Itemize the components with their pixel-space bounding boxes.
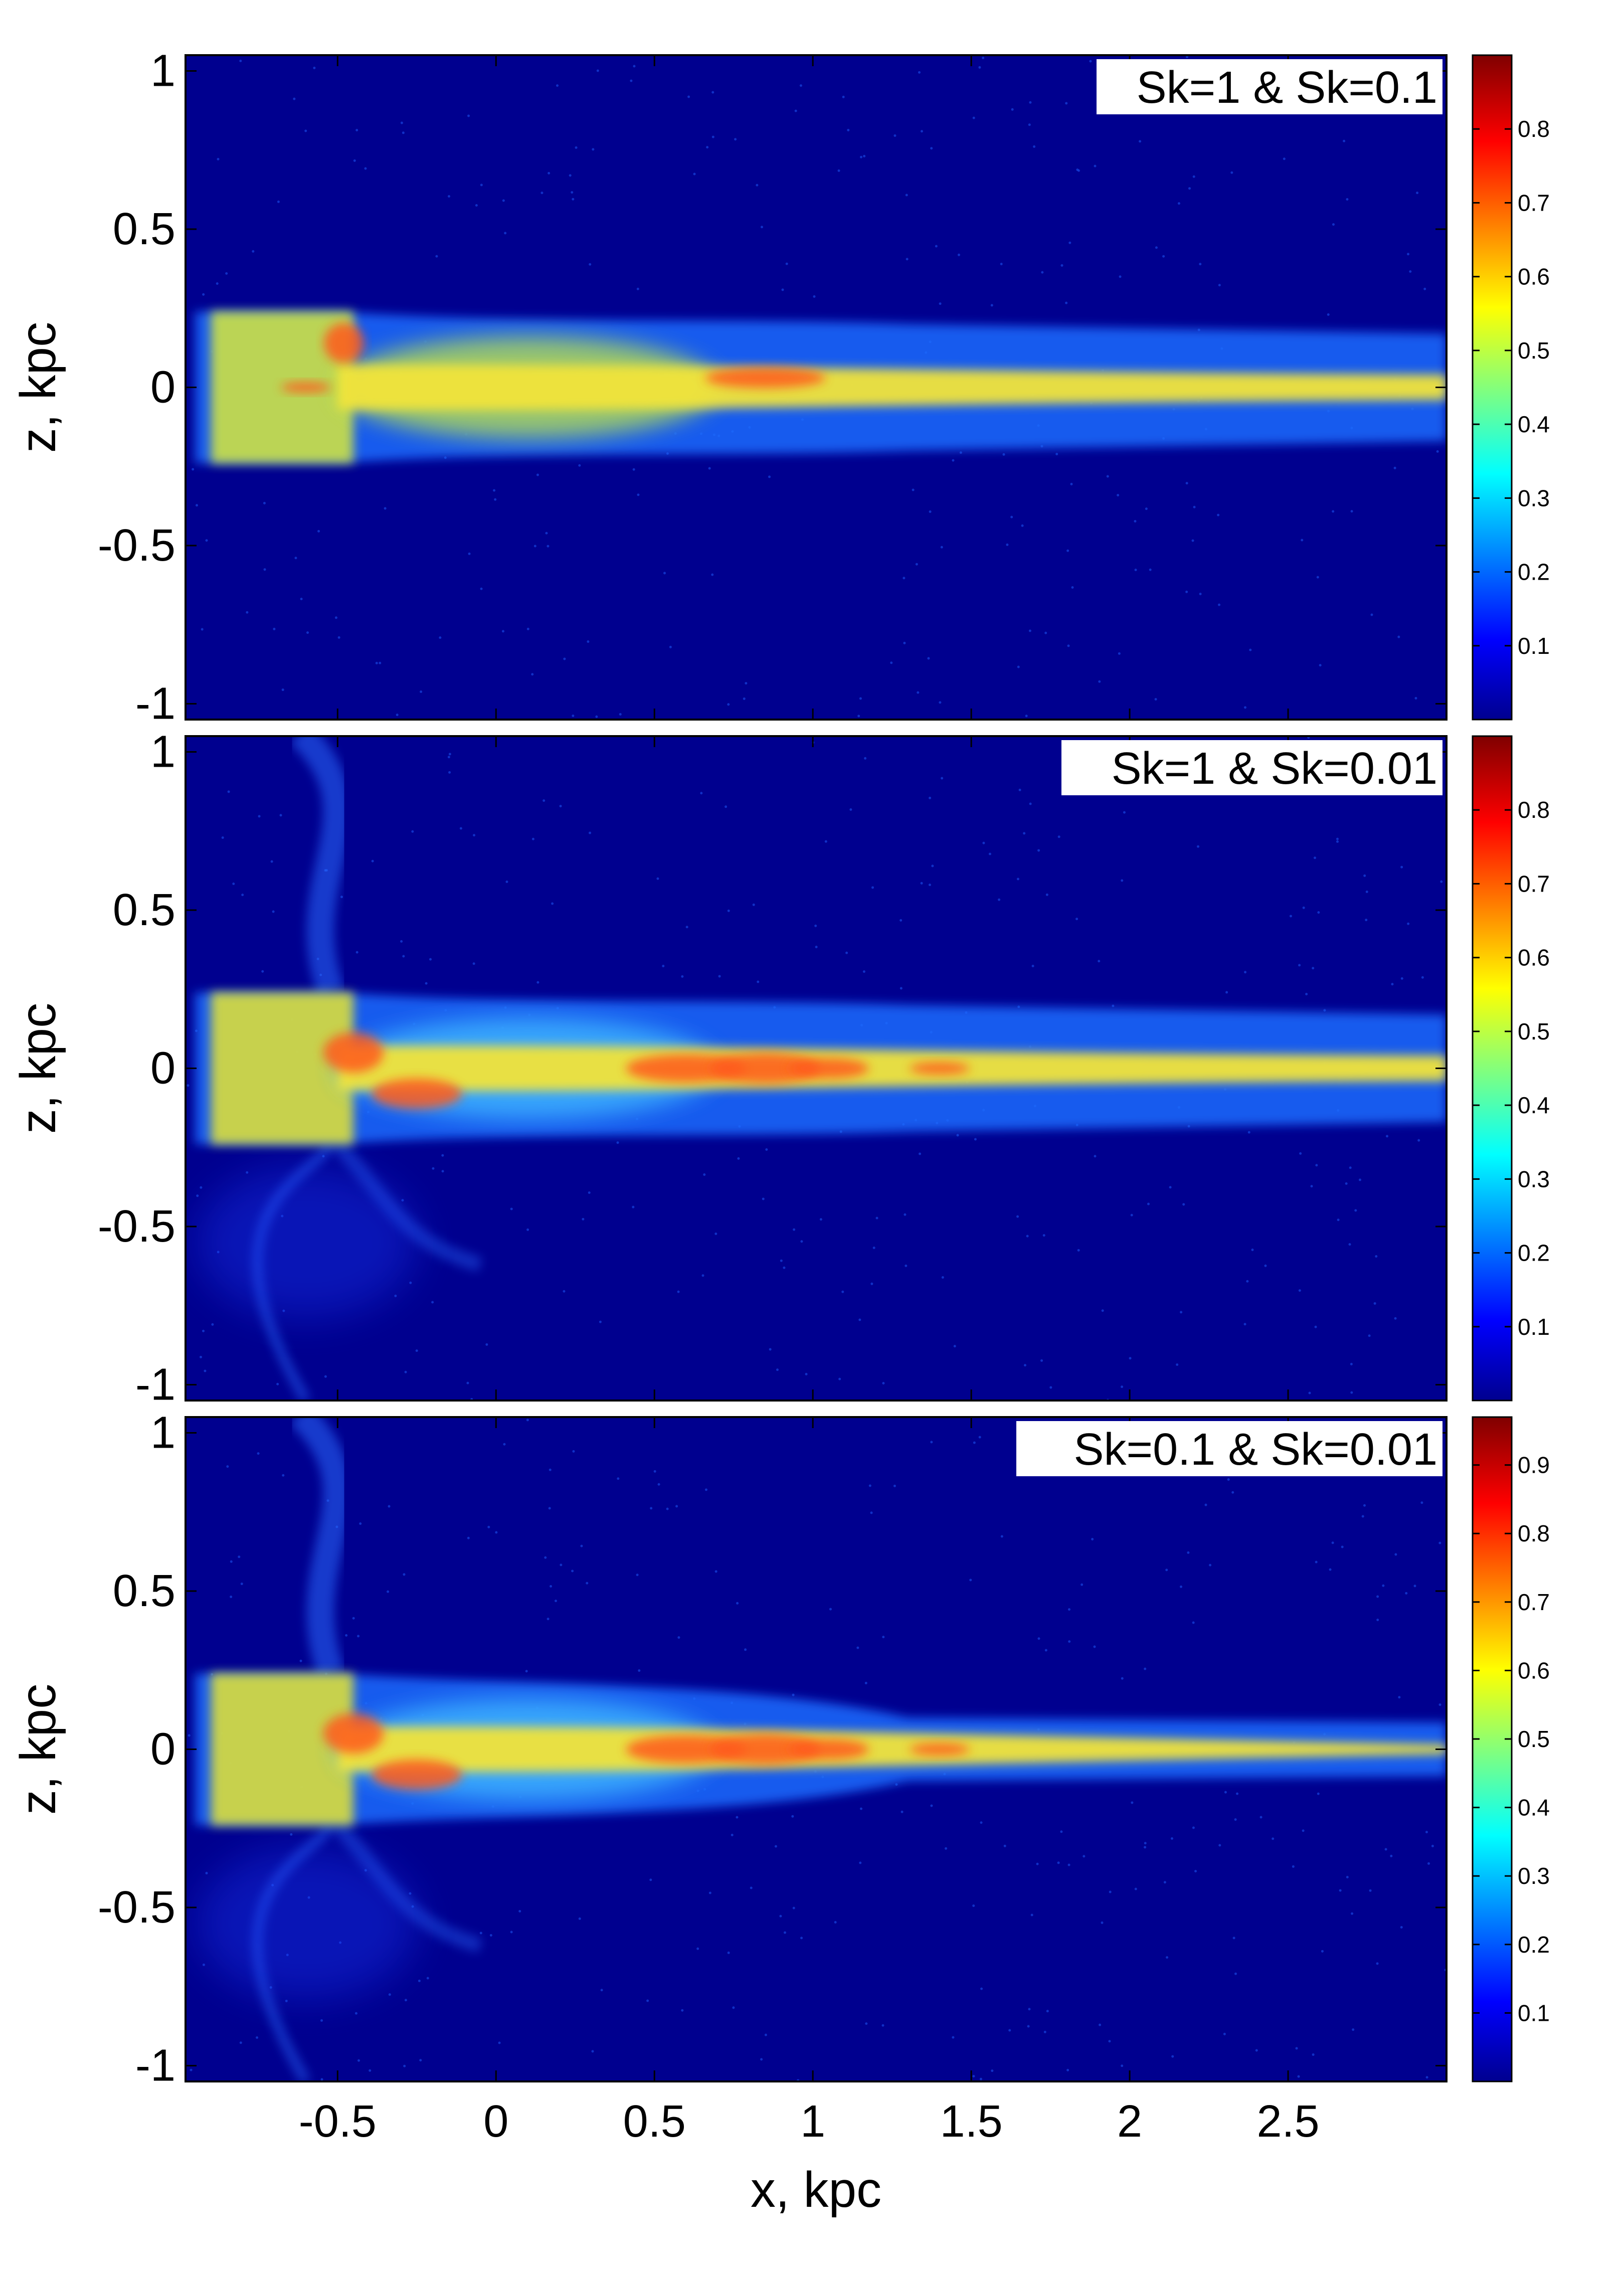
colorbar-tick-label: 0.1	[1518, 2000, 1550, 2026]
y-tick-label: -1	[135, 1359, 175, 1410]
colorbar	[1473, 736, 1512, 1401]
colorbar-tick-label: 0.5	[1518, 1726, 1550, 1752]
y-tick-label: 0	[150, 363, 175, 413]
y-tick-label: 0.5	[113, 1566, 175, 1616]
colorbar-tick-label: 0.6	[1518, 1657, 1550, 1683]
y-tick-label: 1	[150, 727, 175, 777]
y-tick-label: 0	[150, 1724, 175, 1775]
y-tick-label: 1	[150, 46, 175, 96]
colorbar-tick-label: 0.8	[1518, 116, 1550, 142]
colorbar-tick-label: 0.4	[1518, 1092, 1550, 1118]
y-tick-label: 1	[150, 1408, 175, 1458]
colorbar-tick-label: 0.3	[1518, 1863, 1550, 1889]
y-tick-label: 0.5	[113, 204, 175, 254]
panel-3: 1 0.5 0 -0.5 -1 z, kpc -0.5 0 0.5 1 1.5 2 2.5 x, kpc S…	[10, 1408, 1550, 2218]
x-tick-label: 1.5	[940, 2097, 1003, 2147]
x-tick-label: 2.5	[1256, 2097, 1319, 2147]
panel-label-box	[1061, 740, 1442, 795]
x-tick-label: 0.5	[623, 2097, 686, 2147]
colorbar-tick-label: 0.2	[1518, 559, 1550, 585]
y-axis-label: z, kpc	[10, 1003, 66, 1134]
colorbar-tick-label: 0.6	[1518, 945, 1550, 971]
colorbar-tick-label: 0.3	[1518, 485, 1550, 511]
colorbar-tick-label: 0.4	[1518, 411, 1550, 437]
colorbar-tick-label: 0.1	[1518, 1314, 1550, 1340]
x-tick-label: -0.5	[299, 2097, 377, 2147]
density-field	[187, 736, 1447, 1401]
colorbar-tick-label: 0.7	[1518, 870, 1550, 897]
colorbar	[1473, 1417, 1512, 2081]
y-tick-label: -1	[135, 2040, 175, 2090]
colorbar-tick-label: 0.1	[1518, 633, 1550, 659]
colorbar-tick-label: 0.6	[1518, 264, 1550, 290]
y-tick-label: -0.5	[98, 1882, 175, 1933]
y-tick-label: -0.5	[98, 1201, 175, 1252]
panel-label-box	[1016, 1421, 1442, 1476]
colorbar-tick-label: 0.3	[1518, 1166, 1550, 1192]
x-axis-label: x, kpc	[751, 2162, 881, 2218]
density-field	[192, 56, 1447, 718]
colorbar-tick-label: 0.4	[1518, 1795, 1550, 1821]
panel-label: Sk=0.1 & Sk=0.01	[1074, 1425, 1438, 1475]
y-tick-label: 0	[150, 1043, 175, 1094]
colorbar-tick-label: 0.2	[1518, 1240, 1550, 1266]
y-tick-label: -1	[135, 678, 175, 729]
x-tick-label: 0	[483, 2097, 508, 2147]
colorbar-tick-label: 0.9	[1518, 1452, 1550, 1478]
y-tick-label: -0.5	[98, 520, 175, 571]
colorbar-tick-label: 0.7	[1518, 1589, 1550, 1615]
panel-label: Sk=1 & Sk=0.1	[1137, 63, 1437, 113]
colorbar-tick-label: 0.5	[1518, 337, 1550, 364]
panel-2: 1 0.5 0 -0.5 -1 z, kpc Sk=1 & Sk=0.01 0.8 0.7 0.6…	[10, 727, 1550, 1410]
colorbar-tick-label: 0.8	[1518, 797, 1550, 823]
panel-1: 1 0.5 0 -0.5 -1 z, kpc Sk=1 & Sk=0.1 0.8 0.7 0.6 0…	[10, 46, 1550, 729]
colorbar-tick-label: 0.2	[1518, 1932, 1550, 1958]
panel-label-box	[1097, 59, 1442, 114]
colorbar-tick-label: 0.7	[1518, 190, 1550, 216]
panel-label: Sk=1 & Sk=0.01	[1112, 744, 1437, 794]
y-tick-label: 0.5	[113, 885, 175, 935]
density-field	[188, 1417, 1447, 2081]
y-axis-label: z, kpc	[10, 1684, 66, 1815]
x-tick-label: 1	[800, 2097, 825, 2147]
colorbar	[1473, 55, 1512, 720]
colorbar-tick-label: 0.5	[1518, 1018, 1550, 1044]
x-tick-label: 2	[1117, 2097, 1142, 2147]
y-axis-label: z, kpc	[10, 322, 66, 453]
colorbar-tick-label: 0.8	[1518, 1520, 1550, 1546]
